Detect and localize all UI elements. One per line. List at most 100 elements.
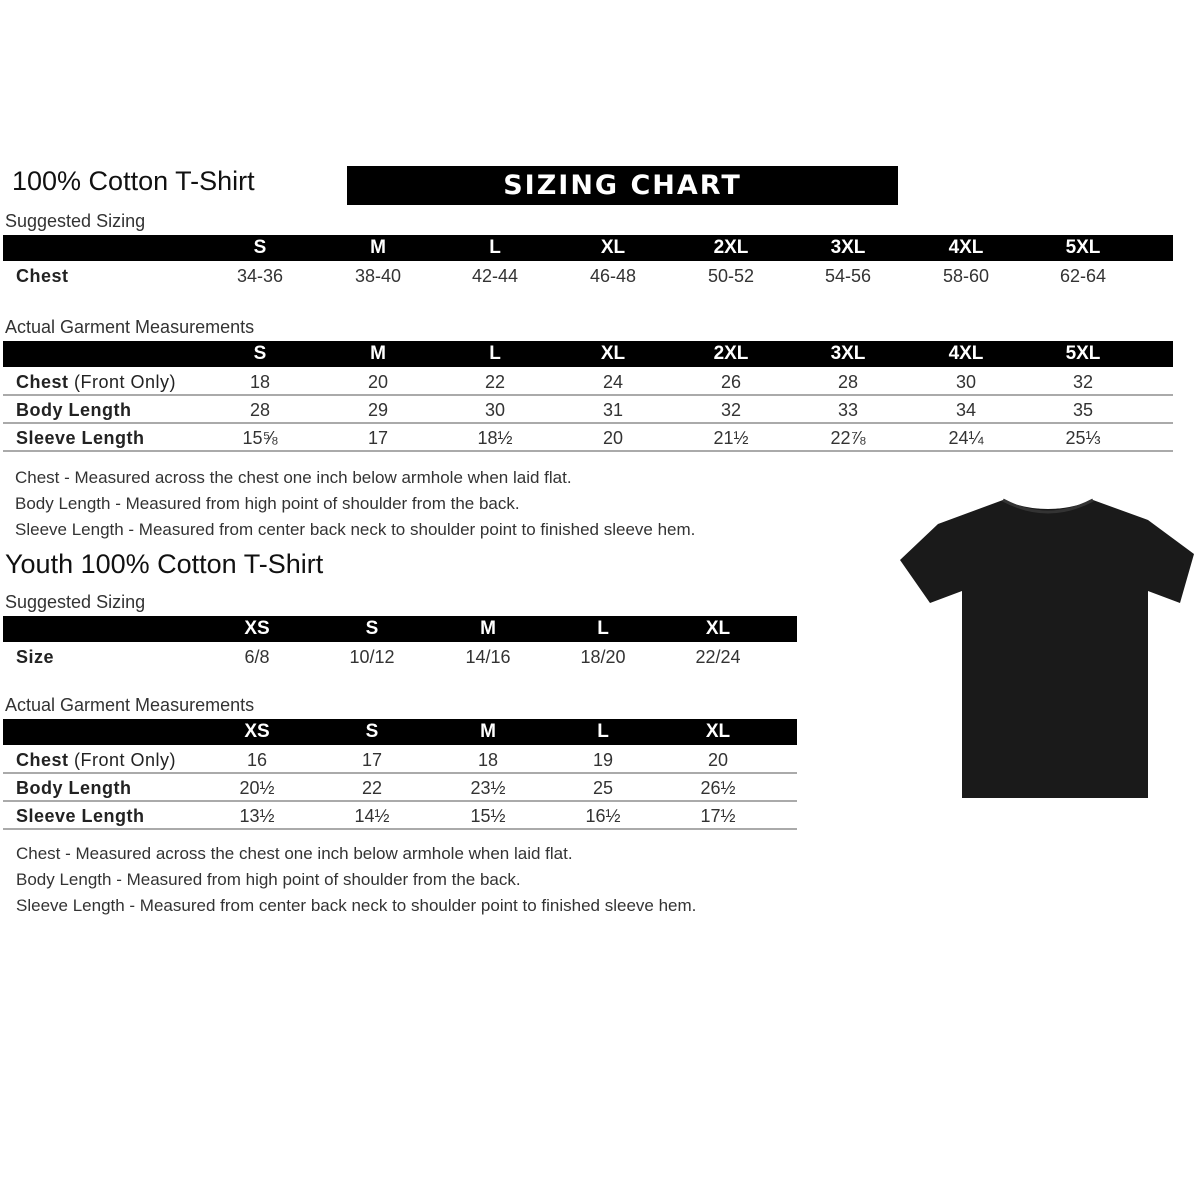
size-header-l: L — [489, 237, 501, 258]
size-header-xl: XL — [705, 721, 731, 742]
table-cell: 18½ — [477, 428, 513, 448]
size-header-xl: XL — [600, 343, 626, 364]
size-header-5xl: 5XL — [1065, 343, 1101, 364]
table-cell: 31 — [602, 400, 624, 420]
table-cell: 20½ — [239, 778, 275, 798]
youth-actual-row: Chest (Front Only) 16 17 18 19 20 — [3, 746, 797, 774]
table-cell: 33 — [837, 400, 859, 420]
adult-title: 100% Cotton T-Shirt — [12, 166, 255, 196]
adult-actual-row: Sleeve Length 15⅝ 17 18½ 20 21½ 22⅞ 24¼ 25⅓ — [3, 424, 1173, 452]
youth-note: Sleeve Length - Measured from center bac… — [16, 896, 697, 915]
sizing-chart-banner: SIZING CHART — [347, 166, 898, 205]
size-header-xl: XL — [705, 618, 731, 639]
adult-note: Body Length - Measured from high point o… — [15, 494, 520, 513]
table-cell: 46-48 — [589, 266, 637, 286]
adult-suggested-header-bar: S M L XL 2XL 3XL 4XL 5XL — [3, 235, 1173, 261]
table-cell: 25 — [592, 778, 614, 798]
adult-actual-label: Actual Garment Measurements — [5, 317, 255, 337]
youth-suggested-row: Size 6/8 10/12 14/16 18/20 22/24 — [3, 643, 797, 671]
adult-note: Chest - Measured across the chest one in… — [15, 468, 572, 487]
size-header-m: M — [480, 618, 496, 639]
table-cell: 34 — [955, 400, 977, 420]
tshirt-image — [900, 498, 1194, 798]
table-cell: 24 — [602, 372, 624, 392]
table-cell: 26 — [720, 372, 742, 392]
table-cell: 19 — [592, 750, 614, 770]
table-cell: 25⅓ — [1065, 428, 1101, 448]
table-cell: 18/20 — [580, 647, 626, 667]
adult-actual-row: Body Length 28 29 30 31 32 33 34 35 — [3, 396, 1173, 424]
size-header-s: S — [253, 343, 267, 364]
table-cell: 17½ — [700, 806, 736, 826]
table-cell: 58-60 — [942, 266, 990, 286]
table-cell: 24¼ — [948, 428, 984, 448]
table-cell: 13½ — [239, 806, 275, 826]
table-cell: 22 — [484, 372, 506, 392]
youth-suggested-header-bar: XS S M L XL — [3, 616, 797, 642]
row-label: Sleeve Length — [16, 806, 145, 826]
row-label: Body Length — [16, 400, 132, 420]
size-header-xs: XS — [244, 618, 270, 639]
table-cell: 10/12 — [349, 647, 395, 667]
table-cell: 62-64 — [1059, 266, 1107, 286]
table-cell: 23½ — [470, 778, 506, 798]
size-header-4xl: 4XL — [948, 343, 984, 364]
table-cell: 17 — [361, 750, 383, 770]
row-label: Chest (Front Only) — [16, 750, 177, 770]
table-cell: 17 — [367, 428, 389, 448]
row-label: Chest — [16, 266, 69, 286]
table-cell: 20 — [367, 372, 389, 392]
youth-title: Youth 100% Cotton T-Shirt — [5, 549, 324, 579]
table-cell: 14/16 — [465, 647, 511, 667]
table-cell: 30 — [484, 400, 506, 420]
size-header-l: L — [489, 343, 501, 364]
size-header-xl: XL — [600, 237, 626, 258]
row-label: Sleeve Length — [16, 428, 145, 448]
table-cell: 34-36 — [236, 266, 284, 286]
youth-actual-header-bar: XS S M L XL — [3, 719, 797, 745]
row-label: Body Length — [16, 778, 132, 798]
row-label-suffix: (Front Only) — [68, 750, 177, 770]
adult-suggested-row: Chest 34-36 38-40 42-44 46-48 50-52 54-56 58-60… — [3, 262, 1173, 290]
table-cell: 15⅝ — [242, 428, 278, 448]
table-cell: 32 — [720, 400, 742, 420]
row-divider — [3, 772, 797, 774]
table-cell: 22/24 — [695, 647, 741, 667]
table-cell: 30 — [955, 372, 977, 392]
table-cell: 20 — [602, 428, 624, 448]
table-cell: 54-56 — [824, 266, 872, 286]
table-cell: 15½ — [470, 806, 506, 826]
table-cell: 18 — [249, 372, 271, 392]
size-header-m: M — [370, 237, 386, 258]
table-cell: 29 — [367, 400, 389, 420]
size-header-4xl: 4XL — [948, 237, 984, 258]
table-cell: 50-52 — [707, 266, 755, 286]
row-label: Chest (Front Only) — [16, 372, 177, 392]
size-header-l: L — [597, 618, 609, 639]
table-cell: 28 — [249, 400, 271, 420]
row-label-suffix: (Front Only) — [68, 372, 177, 392]
size-header-3xl: 3XL — [830, 343, 866, 364]
size-header-3xl: 3XL — [830, 237, 866, 258]
table-cell: 21½ — [713, 428, 749, 448]
table-cell: 20 — [707, 750, 729, 770]
size-header-s: S — [253, 237, 267, 258]
table-cell: 28 — [837, 372, 859, 392]
table-cell: 42-44 — [471, 266, 519, 286]
row-divider — [3, 800, 797, 802]
size-header-2xl: 2XL — [713, 237, 749, 258]
table-cell: 32 — [1072, 372, 1094, 392]
size-header-m: M — [370, 343, 386, 364]
row-divider — [3, 450, 1173, 452]
table-cell: 35 — [1072, 400, 1094, 420]
table-cell: 14½ — [354, 806, 390, 826]
adult-suggested-label: Suggested Sizing — [5, 211, 146, 231]
youth-actual-row: Body Length 20½ 22 23½ 25 26½ — [3, 774, 797, 802]
row-divider — [3, 394, 1173, 396]
row-divider — [3, 422, 1173, 424]
size-header-5xl: 5XL — [1065, 237, 1101, 258]
size-header-m: M — [480, 721, 496, 742]
youth-suggested-label: Suggested Sizing — [5, 592, 146, 612]
table-cell: 16 — [246, 750, 268, 770]
